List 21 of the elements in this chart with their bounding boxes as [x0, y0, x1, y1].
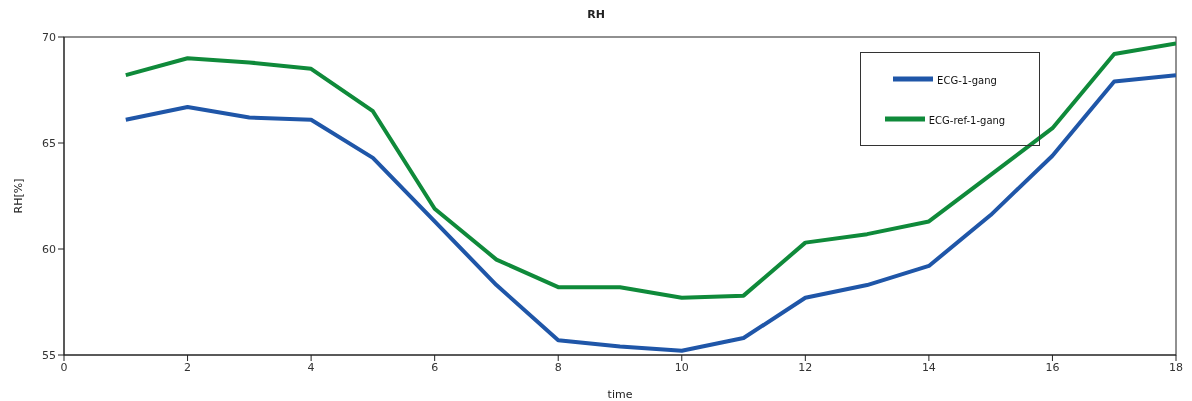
x-tick-label: 12	[798, 360, 813, 374]
line-series	[123, 73, 1176, 353]
x-tick-label: 8	[554, 360, 562, 374]
y-tick-label: 60	[42, 242, 56, 256]
line-series	[123, 41, 1176, 300]
x-tick-label: 4	[307, 360, 315, 374]
legend-label: ECG-1-gang	[937, 74, 997, 86]
y-axis-title: RH[%]	[11, 178, 25, 214]
x-tick-label: 16	[1045, 360, 1060, 374]
y-tick-label: 65	[42, 136, 56, 150]
y-tick-label: 70	[42, 30, 56, 44]
y-tick-label: 55	[42, 348, 56, 362]
x-tick-label: 6	[431, 360, 439, 374]
x-tick-label: 18	[1169, 360, 1183, 374]
x-tick-label: 14	[921, 360, 936, 374]
x-tick-label: 10	[674, 360, 689, 374]
x-axis-title: time	[607, 388, 633, 401]
x-tick-label: 2	[184, 360, 192, 374]
legend-label: ECG-ref-1-gang	[928, 114, 1006, 126]
x-tick-label: 0	[60, 360, 68, 374]
chart-title: RH	[586, 8, 606, 21]
